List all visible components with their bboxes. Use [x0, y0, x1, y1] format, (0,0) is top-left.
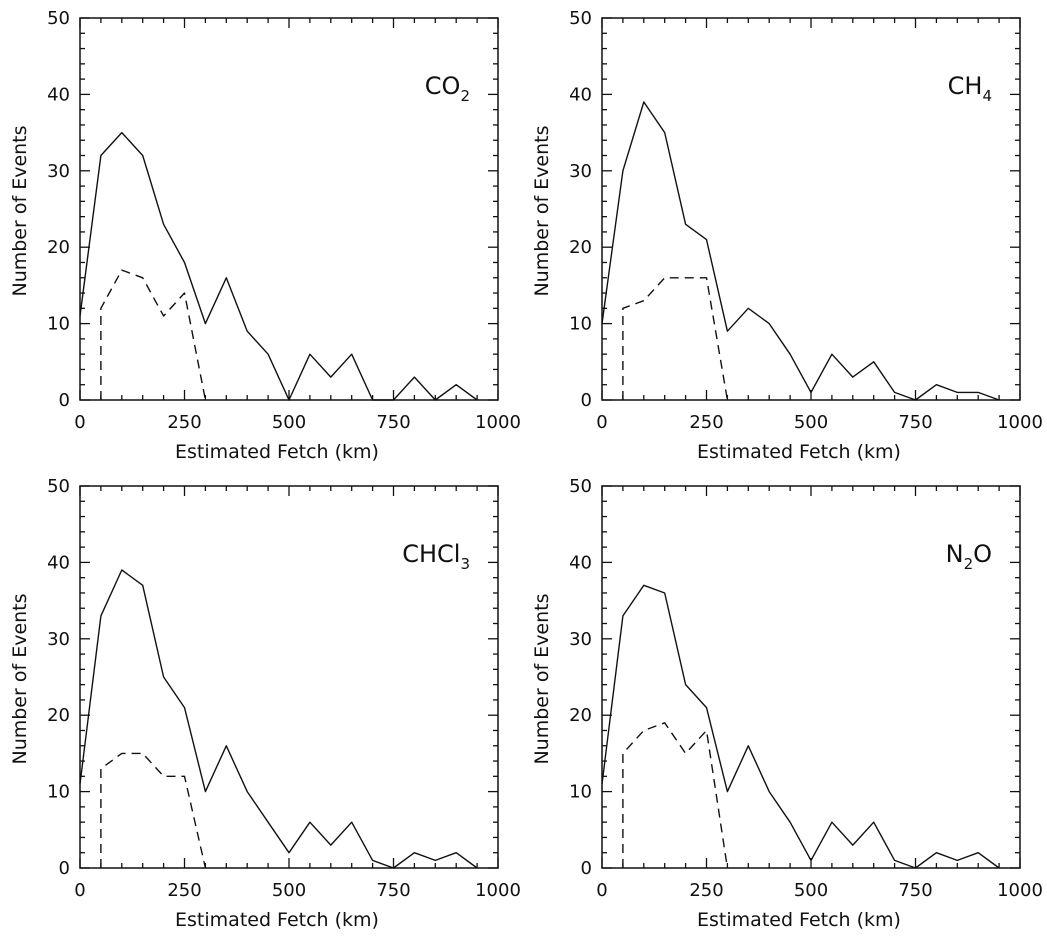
- series-line-dashed: [622, 277, 729, 401]
- series-line-dashed: [100, 269, 207, 401]
- x-tick-label: 750: [376, 412, 410, 433]
- x-tick-label: 250: [689, 880, 723, 901]
- y-tick-label: 20: [47, 237, 70, 258]
- x-tick-label: 1000: [475, 880, 521, 901]
- x-tick-label: 1000: [475, 412, 521, 433]
- series-line-solid: [79, 569, 478, 869]
- y-tick-label: 20: [569, 237, 592, 258]
- x-tick-label: 500: [794, 412, 828, 433]
- series-line-dashed: [622, 722, 729, 869]
- y-tick-label: 30: [569, 161, 592, 182]
- y-tick-label: 0: [59, 390, 70, 411]
- x-axis-title: Estimated Fetch (km): [697, 441, 901, 463]
- x-tick-label: 1000: [997, 412, 1043, 433]
- y-tick-label: 50: [47, 8, 70, 29]
- y-tick-label: 50: [47, 476, 70, 497]
- y-tick-label: 50: [569, 8, 592, 29]
- series-line-solid: [601, 584, 1000, 869]
- x-tick-label: 250: [689, 412, 723, 433]
- x-tick-label: 500: [272, 880, 306, 901]
- x-tick-label: 0: [596, 880, 607, 901]
- x-tick-label: 250: [167, 880, 201, 901]
- y-tick-label: 40: [569, 84, 592, 105]
- y-tick-label: 10: [569, 314, 592, 335]
- series-line-solid: [79, 131, 478, 401]
- chart-panel-2: 0 250 500 750 1000 0 10 20 30 40 50 Estimated Fetch…: [9, 476, 521, 931]
- panel-label: CH4: [948, 72, 992, 105]
- x-tick-label: 750: [376, 880, 410, 901]
- y-axis-title: Number of Events: [9, 593, 31, 764]
- y-tick-label: 20: [47, 705, 70, 726]
- x-tick-label: 750: [898, 412, 932, 433]
- x-tick-label: 500: [794, 880, 828, 901]
- x-axis-title: Estimated Fetch (km): [175, 909, 379, 931]
- y-tick-label: 50: [569, 476, 592, 497]
- y-tick-label: 0: [59, 858, 70, 879]
- x-tick-label: 1000: [997, 880, 1043, 901]
- y-axis-title: Number of Events: [531, 593, 553, 764]
- x-tick-label: 0: [596, 412, 607, 433]
- y-tick-label: 40: [47, 552, 70, 573]
- y-tick-label: 20: [569, 705, 592, 726]
- y-tick-label: 40: [47, 84, 70, 105]
- chart-panel-1: 0 250 500 750 1000 0 10 20 30 40 50 Estimated Fetch…: [531, 8, 1043, 463]
- y-tick-label: 10: [47, 314, 70, 335]
- y-tick-label: 0: [581, 858, 592, 879]
- panel-label: CHCl3: [402, 540, 470, 573]
- x-tick-label: 0: [74, 412, 85, 433]
- chart-panel-0: 0 250 500 750 1000 0 10 20 30 40 50 Estimated Fetch…: [9, 8, 521, 463]
- y-tick-label: 40: [569, 552, 592, 573]
- panel-label: N2O: [946, 540, 992, 573]
- y-axis-title: Number of Events: [531, 125, 553, 296]
- y-tick-label: 30: [47, 629, 70, 650]
- x-tick-label: 750: [898, 880, 932, 901]
- x-axis-title: Estimated Fetch (km): [175, 441, 379, 463]
- x-tick-label: 250: [167, 412, 201, 433]
- y-tick-label: 0: [581, 390, 592, 411]
- chart-panel-3: 0 250 500 750 1000 0 10 20 30 40 50 Estimated Fetch…: [531, 476, 1043, 931]
- y-tick-label: 30: [569, 629, 592, 650]
- series-line-solid: [601, 101, 1000, 401]
- series-line-dashed: [100, 752, 207, 869]
- y-axis-title: Number of Events: [9, 125, 31, 296]
- x-tick-label: 500: [272, 412, 306, 433]
- x-axis-title: Estimated Fetch (km): [697, 909, 901, 931]
- y-tick-label: 10: [569, 782, 592, 803]
- panel-label: CO2: [425, 72, 470, 105]
- y-tick-label: 30: [47, 161, 70, 182]
- y-tick-label: 10: [47, 782, 70, 803]
- x-tick-label: 0: [74, 880, 85, 901]
